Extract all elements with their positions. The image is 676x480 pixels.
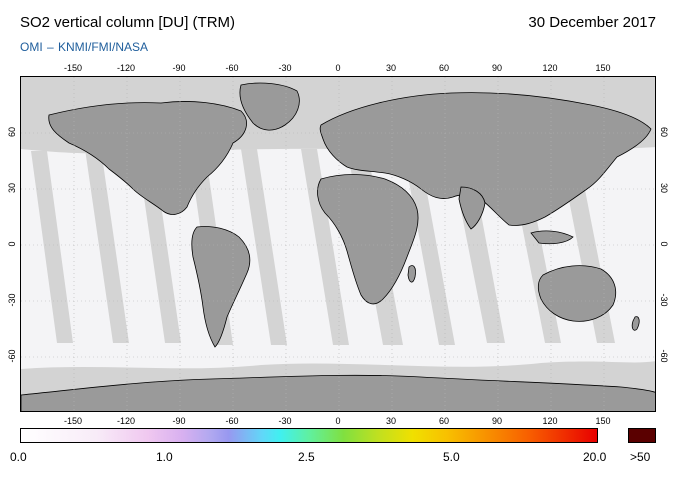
southeast-asia-islands bbox=[530, 230, 574, 245]
lon-tick-top: -90 bbox=[172, 63, 185, 73]
lat-tick-right: -60 bbox=[659, 349, 669, 362]
lon-tick-top: 150 bbox=[595, 63, 610, 73]
colorbar-gradient bbox=[20, 428, 598, 443]
orbit-gap bbox=[31, 151, 73, 343]
south-america bbox=[191, 226, 251, 348]
new-zealand bbox=[631, 316, 640, 331]
lon-tick-bottom: 120 bbox=[542, 416, 557, 426]
north-america bbox=[48, 101, 247, 215]
antarctica bbox=[21, 374, 655, 411]
lon-tick-bottom: -30 bbox=[278, 416, 291, 426]
africa bbox=[317, 174, 419, 305]
data-credit: OMI – KNMI/FMI/NASA bbox=[20, 40, 149, 54]
lon-tick-top: 0 bbox=[335, 63, 340, 73]
lon-tick-bottom: 0 bbox=[335, 416, 340, 426]
madagascar bbox=[407, 265, 416, 283]
lon-tick-bottom: -90 bbox=[172, 416, 185, 426]
lat-tick-right: -30 bbox=[659, 293, 669, 306]
orbit-gap bbox=[301, 149, 349, 345]
lat-tick-right: 0 bbox=[659, 241, 669, 246]
india bbox=[458, 186, 486, 230]
australia bbox=[537, 265, 617, 322]
lon-tick-top: -60 bbox=[225, 63, 238, 73]
map-date: 30 December 2017 bbox=[528, 14, 656, 31]
lat-tick-right: 30 bbox=[659, 183, 669, 193]
colorbar-overflow-label: >50 bbox=[630, 450, 651, 464]
orbit-gap bbox=[85, 149, 129, 343]
landmasses bbox=[21, 82, 655, 411]
lon-tick-top: 60 bbox=[439, 63, 449, 73]
colorbar-overflow-swatch bbox=[628, 428, 656, 443]
lat-tick-left: -60 bbox=[7, 349, 17, 362]
lon-tick-top: -120 bbox=[117, 63, 135, 73]
lat-tick-left: 0 bbox=[7, 241, 17, 246]
map-panel bbox=[20, 76, 656, 412]
map-title: SO2 vertical column [DU] (TRM) bbox=[20, 14, 236, 31]
lat-tick-left: 30 bbox=[7, 183, 17, 193]
colorbar-label: 5.0 bbox=[443, 450, 460, 464]
left-latitude-axis: 60 30 0 -30 -60 bbox=[7, 127, 17, 363]
lat-tick-left: -30 bbox=[7, 293, 17, 306]
lon-tick-bottom: -60 bbox=[225, 416, 238, 426]
lon-tick-bottom: -150 bbox=[64, 416, 82, 426]
lon-tick-top: 120 bbox=[542, 63, 557, 73]
europe-asia bbox=[319, 92, 652, 226]
greenland bbox=[239, 82, 300, 131]
lon-tick-bottom: 60 bbox=[439, 416, 449, 426]
lon-tick-bottom: -120 bbox=[117, 416, 135, 426]
lon-tick-top: 90 bbox=[492, 63, 502, 73]
colorbar-label: 1.0 bbox=[156, 450, 173, 464]
orbit-gap bbox=[241, 149, 287, 345]
bottom-longitude-axis: -150 -120 -90 -60 -30 0 30 60 90 120 150 bbox=[64, 416, 611, 426]
colorbar-label: 20.0 bbox=[583, 450, 607, 464]
lon-tick-bottom: 90 bbox=[492, 416, 502, 426]
world-map bbox=[21, 77, 655, 411]
lon-tick-top: 30 bbox=[386, 63, 396, 73]
lon-tick-bottom: 30 bbox=[386, 416, 396, 426]
graticule bbox=[21, 77, 655, 411]
lat-tick-left: 60 bbox=[7, 127, 17, 137]
lon-tick-bottom: 150 bbox=[595, 416, 610, 426]
right-latitude-axis: 60 30 0 -30 -60 bbox=[659, 127, 669, 363]
top-longitude-axis: -150 -120 -90 -60 -30 0 30 60 90 120 150 bbox=[64, 63, 611, 73]
lon-tick-top: -150 bbox=[64, 63, 82, 73]
colorbar-label: 0.0 bbox=[10, 450, 27, 464]
lat-tick-right: 60 bbox=[659, 127, 669, 137]
colorbar-label: 2.5 bbox=[298, 450, 315, 464]
lon-tick-top: -30 bbox=[278, 63, 291, 73]
orbit-gap bbox=[403, 149, 455, 345]
